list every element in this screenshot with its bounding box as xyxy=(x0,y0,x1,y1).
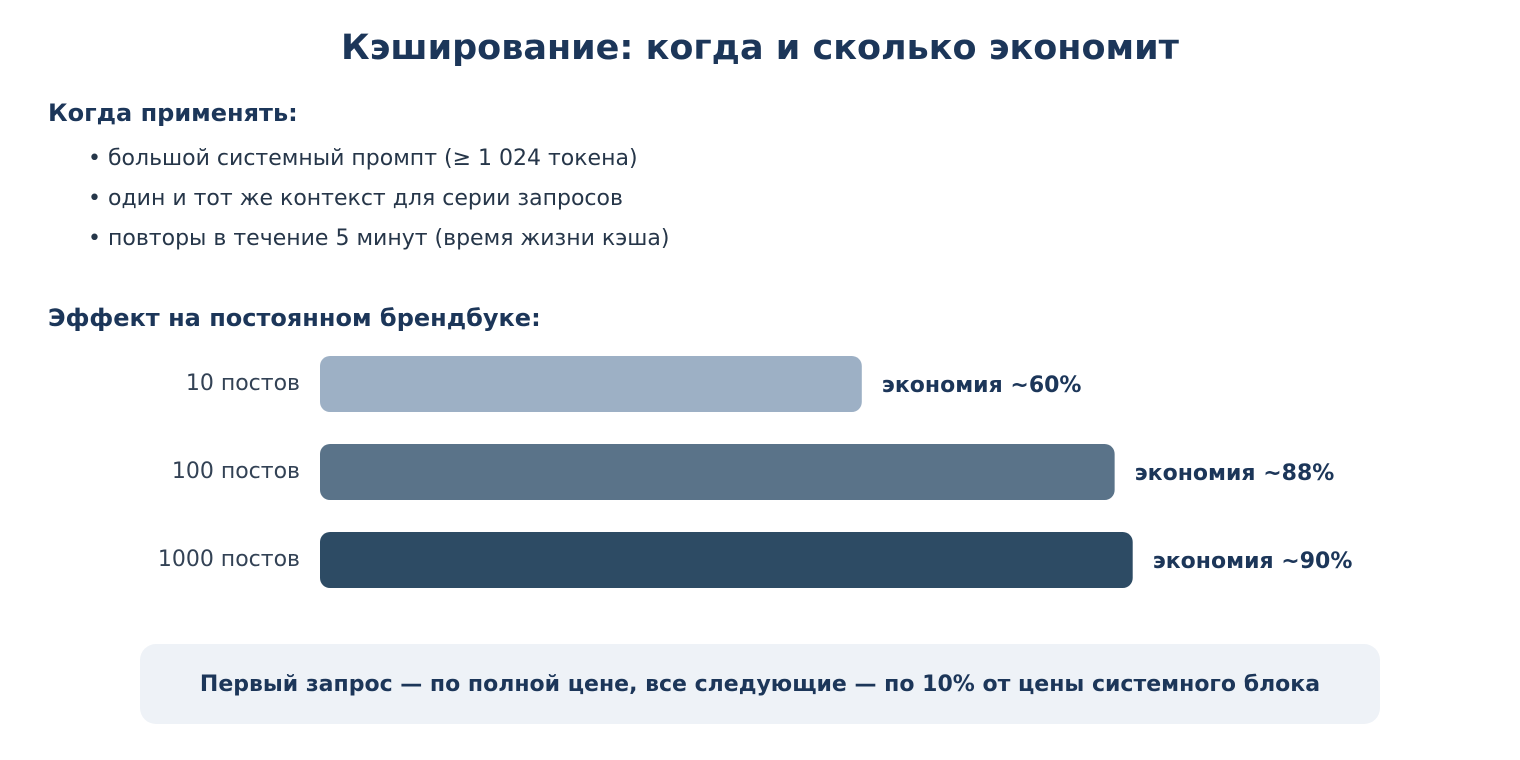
bar-category-label: 10 постов xyxy=(186,371,300,396)
bar-value-label: экономия ~90% xyxy=(1153,549,1353,574)
bar-value-label: экономия ~88% xyxy=(1135,461,1335,486)
bar-category-label: 100 постов xyxy=(172,459,300,484)
bar-value-label: экономия ~60% xyxy=(882,373,1082,398)
usage-item-same-context: один и тот же контекст для серии запросо… xyxy=(88,184,669,224)
usage-list: большой системный промпт (≥ 1 024 токена… xyxy=(88,144,669,264)
pricing-note-box: Первый запрос — по полной цене, все след… xyxy=(140,644,1380,724)
usage-heading: Когда применять: xyxy=(48,99,298,127)
savings-bar xyxy=(320,356,862,412)
savings-bar-chart: 10 постов экономия ~60% 100 постов экономия… xyxy=(158,356,1353,588)
usage-item-system-prompt: большой системный промпт (≥ 1 024 токена… xyxy=(88,144,669,184)
bar-category-label: 1000 постов xyxy=(158,547,300,572)
savings-bar xyxy=(320,532,1133,588)
usage-item-cache-lifetime: повторы в течение 5 минут (время жизни к… xyxy=(88,224,669,264)
pricing-note-text: Первый запрос — по полной цене, все след… xyxy=(199,671,1321,697)
effect-heading: Эффект на постоянном брендбуке: xyxy=(48,304,541,332)
page-title: Кэширование: когда и сколько экономит xyxy=(341,28,1179,68)
savings-bar xyxy=(320,444,1115,500)
